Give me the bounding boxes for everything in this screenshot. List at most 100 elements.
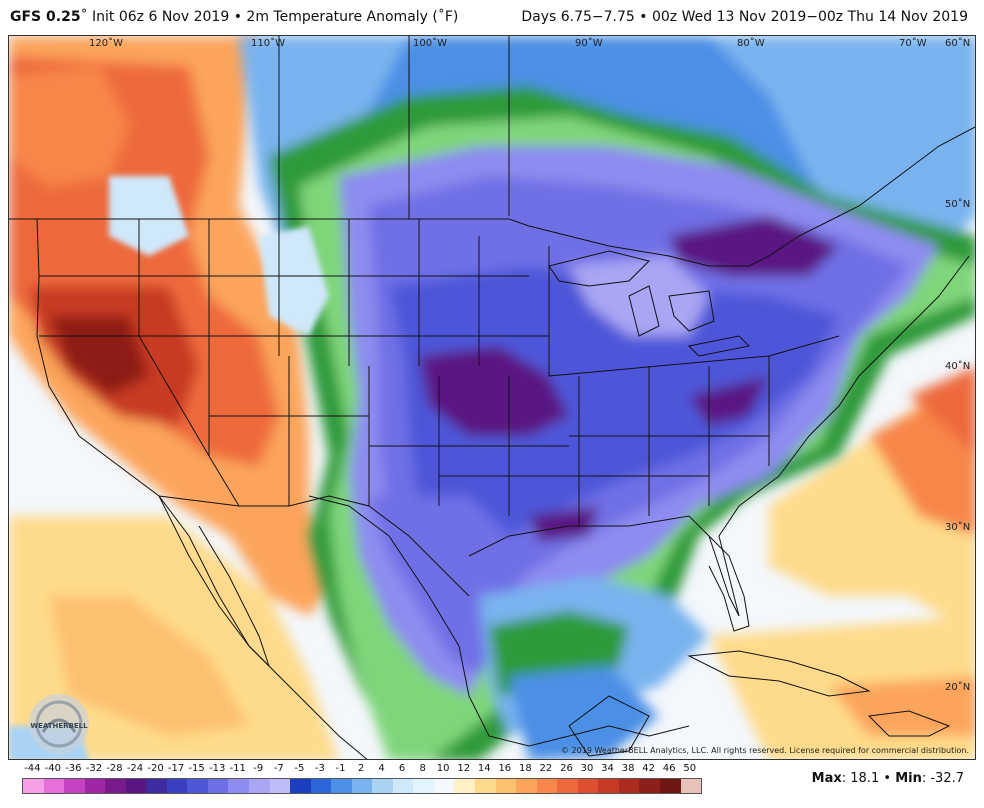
legend-swatch [146,779,167,793]
lat-label-20n: 20˚N [945,682,971,693]
legend-swatch [454,779,476,793]
legend-swatch [23,779,44,793]
mexico-gulf-coast [308,495,690,747]
lake-michigan [628,285,660,337]
legend-tick-label: 30 [580,763,594,774]
copyright-notice: © 2019 WeatherBELL Analytics, LLC. All r… [561,746,969,755]
legend-tick-label: 26 [560,763,573,774]
legend-tick-label: -15 [188,763,205,774]
legend-swatch [331,779,352,793]
weatherbell-logo-icon: WEATHERBELL [29,694,89,754]
canada-province-lines [278,36,510,219]
us-gulf-coast [468,515,740,617]
legend-swatch [84,779,106,793]
legend-swatch [413,779,434,793]
legend-swatch [639,779,660,793]
political-borders [9,36,975,759]
legend-tick-label: -17 [167,763,185,774]
legend-tick-label: -11 [229,763,246,774]
max-min-readout: Max: 18.1 • Min: -32.7 [811,771,964,786]
legend-swatch [125,779,147,793]
legend-tick-label: 8 [419,763,426,774]
lake-huron [668,290,715,332]
legend-swatch [433,779,455,793]
warm-anomaly-layer [9,36,975,759]
legend-tick-label: 34 [601,763,614,774]
legend-swatch [536,779,558,793]
legend-tick-label: -5 [294,763,305,774]
legend-swatch [577,779,599,793]
legend-tick-label: 10 [436,763,450,774]
legend-colorbar [22,778,702,794]
legend-swatch [659,779,681,793]
legend-footer: -44 -40 -36 -32 -28 -24 -20 -17 -15 -13 -11 -9 -7 -5-… [0,762,984,808]
legend-swatch [228,779,250,793]
degree-mark: ˚ [80,9,88,25]
legend-swatch [207,779,229,793]
anomaly-map: 120˚W 110˚W 100˚W 90˚W 80˚W 70˚W 60˚N 50… [8,35,976,760]
min-label: Min [895,771,922,786]
legend-swatch [598,779,619,793]
legend-tick-label: 46 [662,763,676,774]
cold-anomaly-layer [239,36,975,759]
lon-label-110w: 110˚W [251,38,285,49]
state-lines-south [138,335,840,507]
legend-tick-label: 6 [398,763,406,774]
weatherbell-logo: WEATHERBELL [23,688,95,759]
state-lines-north [138,219,550,376]
lon-label-90w: 90˚W [575,38,603,49]
legend-tick-label: -44 [24,763,41,774]
legend-swatch [557,779,578,793]
legend-swatch [495,779,517,793]
map-header: GFS 0.25˚ Init 06z 6 Nov 2019 • 2m Tempe… [0,0,984,34]
baja-outline [158,495,270,667]
legend-swatch [680,779,702,793]
legend-tick-label: 4 [378,763,385,774]
field-name: 2m Temperature Anomaly (˚F) [246,9,459,25]
lon-label-120w: 120˚W [89,38,123,49]
legend-tick-label: -28 [106,763,123,774]
lat-label-60n: 60˚N [945,38,971,49]
legend-tick-label: -1 [335,763,346,774]
legend-swatch [516,779,537,793]
legend-swatch [372,779,393,793]
florida-outline [708,535,750,632]
lake-erie [687,335,751,357]
model-name: GFS 0.25 [10,9,81,25]
legend-swatch [310,779,332,793]
valid-period: Days 6.75−7.75 • 00z Wed 13 Nov 2019−00z… [521,9,968,25]
us-canada-border [9,126,975,267]
legend-tick-label: -7 [273,763,284,774]
legend-tick-label: 12 [457,763,471,774]
lon-label-80w: 80˚W [737,38,765,49]
cuba-outline [687,650,871,697]
legend-tick-label: -9 [253,763,264,774]
legend-tick-label: -13 [209,763,226,774]
legend-tick-label: -20 [147,763,164,774]
legend-tick-label: -3 [314,763,325,774]
legend-swatch [187,779,208,793]
lake-superior [548,250,650,287]
us-mexico-border [158,495,470,597]
legend-tick-label: 50 [683,763,697,774]
legend-tick-labels: -44 -40 -36 -32 -28 -24 -20 -17 -15 -13 -11 -9 -7 -5-… [22,763,700,777]
legend-tick-label: 2 [357,763,365,774]
min-value: -32.7 [930,771,964,786]
legend-swatch [64,779,85,793]
header-left: GFS 0.25˚ Init 06z 6 Nov 2019 • 2m Tempe… [10,9,458,25]
legend-tick-label: -24 [126,763,144,774]
lon-label-100w: 100˚W [413,38,447,49]
hispaniola-outline [867,710,951,737]
pacific-coast [36,218,368,759]
legend-tick-label: -40 [44,763,61,774]
atlantic-coast [718,255,970,617]
lat-label-40n: 40˚N [945,361,971,372]
legend-swatch [166,779,188,793]
legend-swatch [249,779,270,793]
anomaly-map-svg [9,36,975,759]
legend-swatch [392,779,414,793]
bullet-separator: • [233,9,242,25]
legend-tick-label: 16 [498,763,512,774]
max-value: 18.1 [850,771,880,786]
legend-tick-label: 38 [621,763,635,774]
